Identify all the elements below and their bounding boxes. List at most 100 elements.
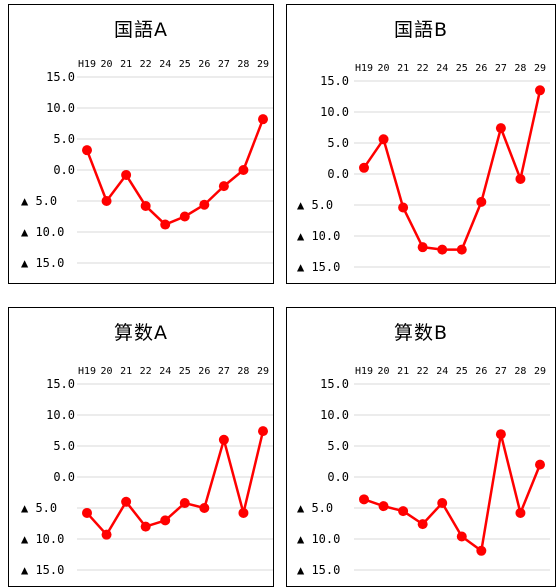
y-tick-label: 10.0 — [320, 408, 349, 422]
y-tick-label: 5.0 — [327, 439, 349, 453]
y-tick-label: 15.0 — [320, 377, 349, 391]
chart-panel-sansu-a: 算数A 15.0 10.0 5.0 0.0 ▲ 5.0 ▲ 10.0 ▲ 15.0 H19 20… — [8, 307, 274, 587]
data-point — [101, 529, 112, 540]
series-line — [86, 430, 265, 536]
data-point — [515, 173, 526, 184]
x-tick-label: 28 — [237, 59, 249, 70]
y-tick-label: 0.0 — [53, 470, 75, 484]
x-tick-label: 22 — [140, 59, 152, 70]
data-point — [417, 242, 428, 253]
y-tick-label: ▲ 5.0 — [21, 194, 57, 208]
y-tick-label: ▲ 15.0 — [297, 563, 340, 577]
x-tick-label: 29 — [534, 63, 546, 74]
y-tick-label: ▲ 10.0 — [297, 229, 340, 243]
line-chart: 15.0 10.0 5.0 0.0 ▲ 5.0 ▲ 10.0 ▲ 15.0 H19 20 21 22… — [297, 366, 550, 577]
y-tick-label: ▲ 5.0 — [297, 198, 333, 212]
x-tick-label: H19 — [355, 63, 373, 74]
data-point — [359, 162, 369, 173]
data-point — [218, 181, 229, 192]
data-point — [101, 196, 112, 206]
data-point — [160, 515, 171, 526]
data-point — [378, 134, 389, 145]
data-point — [359, 494, 369, 505]
x-tick-label: 28 — [514, 63, 526, 74]
data-point — [417, 519, 428, 530]
line-chart: 15.0 10.0 5.0 0.0 ▲ 5.0 ▲ 10.0 ▲ 15.0 H19 20 21 22… — [21, 59, 273, 270]
data-point — [179, 211, 190, 222]
x-tick-label: 29 — [257, 366, 269, 377]
y-tick-label: ▲ 10.0 — [21, 532, 64, 546]
data-point — [140, 521, 151, 532]
x-tick-label: 20 — [378, 366, 390, 377]
series-line — [362, 90, 542, 251]
x-tick-label: 28 — [514, 366, 526, 377]
chart-title: 算数A — [114, 322, 168, 344]
data-point — [398, 202, 409, 213]
data-point — [258, 426, 268, 437]
data-point — [515, 507, 526, 518]
data-point — [218, 434, 229, 445]
x-tick-label: 24 — [436, 63, 448, 74]
x-tick-label: 25 — [179, 366, 191, 377]
y-tick-label: 15.0 — [46, 70, 75, 84]
chart-panel-kokugo-b: 国語B 15.0 10.0 5.0 0.0 ▲ 5.0 ▲ 10.0 ▲ 15.0 H19 20… — [286, 4, 556, 284]
data-point — [378, 501, 389, 512]
x-tick-label: 20 — [101, 366, 113, 377]
data-point — [535, 85, 545, 96]
y-tick-label: ▲ 5.0 — [297, 501, 333, 515]
data-point — [160, 219, 171, 230]
data-point — [495, 123, 506, 134]
data-point — [535, 459, 545, 470]
y-tick-label: ▲ 5.0 — [21, 501, 57, 515]
data-point — [437, 244, 448, 255]
chart-title: 算数B — [393, 322, 449, 344]
y-tick-label: 10.0 — [320, 105, 349, 119]
x-tick-label: 22 — [417, 63, 429, 74]
data-point — [121, 169, 132, 180]
data-point — [495, 429, 506, 440]
data-point — [121, 496, 132, 507]
chart-panel-sansu-b: 算数B 15.0 10.0 5.0 0.0 ▲ 5.0 ▲ 10.0 ▲ 15.0 H19 20… — [286, 307, 556, 587]
x-tick-label: 29 — [257, 59, 269, 70]
x-tick-label: 27 — [218, 366, 230, 377]
x-tick-label: 21 — [120, 59, 132, 70]
x-tick-label: H19 — [78, 59, 96, 70]
chart-title: 国語B — [393, 19, 449, 41]
y-tick-label: 5.0 — [53, 132, 75, 146]
data-point — [238, 165, 249, 175]
y-tick-label: ▲ 10.0 — [21, 225, 64, 239]
x-tick-label: 26 — [198, 59, 210, 70]
data-point — [258, 114, 268, 125]
x-tick-label: 26 — [475, 63, 487, 74]
x-tick-label: 21 — [120, 366, 132, 377]
data-point — [179, 498, 190, 509]
x-tick-label: 28 — [237, 366, 249, 377]
x-tick-label: 25 — [179, 59, 191, 70]
x-tick-label: 20 — [378, 63, 390, 74]
x-tick-label: 22 — [140, 366, 152, 377]
y-tick-label: ▲ 15.0 — [21, 256, 64, 270]
y-tick-label: 10.0 — [46, 101, 75, 115]
y-tick-label: 5.0 — [53, 439, 75, 453]
y-tick-label: ▲ 10.0 — [297, 532, 340, 546]
x-tick-label: H19 — [78, 366, 96, 377]
x-tick-label: 22 — [417, 366, 429, 377]
x-tick-label: 25 — [456, 63, 468, 74]
data-point — [238, 507, 249, 518]
y-tick-label: 10.0 — [46, 408, 75, 422]
x-tick-label: 29 — [534, 366, 546, 377]
x-tick-label: 21 — [397, 63, 409, 74]
line-chart: 15.0 10.0 5.0 0.0 ▲ 5.0 ▲ 10.0 ▲ 15.0 H19 20 21 22… — [21, 366, 273, 577]
chart-title: 国語A — [114, 19, 168, 41]
data-point — [476, 196, 487, 207]
data-point — [398, 506, 409, 517]
chart-panel-kokugo-a: 国語A 15.0 10.0 5.0 0.0 ▲ 5.0 ▲ 10.0 ▲ 15.0 H19 20… — [8, 4, 274, 284]
data-point — [82, 507, 92, 518]
y-tick-label: 5.0 — [327, 136, 349, 150]
y-tick-label: 15.0 — [46, 377, 75, 391]
y-tick-label: ▲ 15.0 — [297, 260, 340, 274]
x-tick-label: 25 — [456, 366, 468, 377]
x-tick-label: 26 — [475, 366, 487, 377]
series-line — [363, 432, 542, 553]
x-tick-label: 26 — [198, 366, 210, 377]
